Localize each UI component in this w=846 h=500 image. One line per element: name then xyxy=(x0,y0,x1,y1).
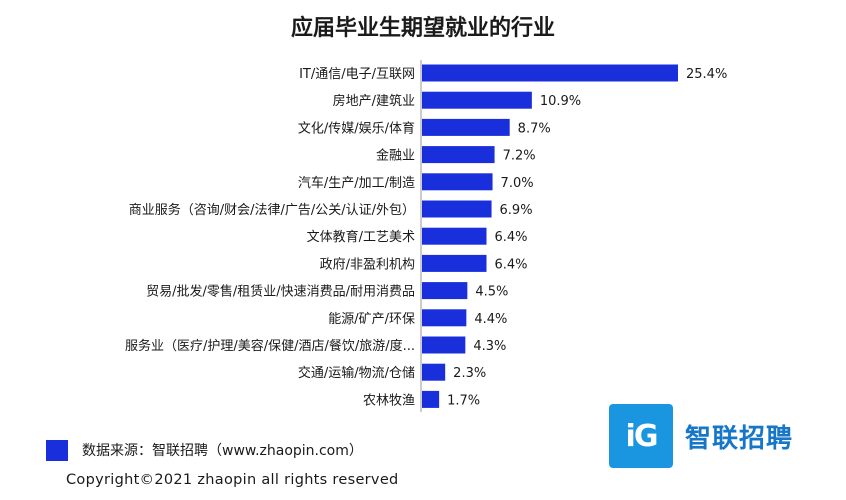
value-label: 6.9% xyxy=(500,203,533,218)
chart-title: 应届毕业生期望就业的行业 xyxy=(290,16,555,41)
bar xyxy=(422,282,468,300)
category-label: 汽车/生产/加工/制造 xyxy=(298,175,415,191)
bar xyxy=(422,309,467,327)
category-label: 金融业 xyxy=(376,148,415,164)
value-label: 4.4% xyxy=(474,312,507,327)
value-label: 4.3% xyxy=(473,339,506,354)
bar xyxy=(422,200,492,218)
bar xyxy=(422,390,440,408)
bars-group: IT/通信/电子/互联网 25.4% 房地产/建筑业 10.9% 文化/传媒/娱乐/体育… xyxy=(125,64,727,408)
value-label: 10.9% xyxy=(540,94,581,109)
bar xyxy=(422,118,510,136)
bar xyxy=(422,363,446,381)
bar xyxy=(422,64,678,82)
value-label: 6.4% xyxy=(495,230,528,245)
category-label: 能源/矿产/环保 xyxy=(328,312,415,327)
value-label: 1.7% xyxy=(447,393,480,408)
category-label: 服务业（医疗/护理/美容/保健/酒店/餐饮/旅游/度... xyxy=(125,338,415,354)
value-label: 4.5% xyxy=(475,285,508,300)
value-label: 25.4% xyxy=(686,67,727,82)
bar xyxy=(422,336,466,354)
bar-chart: IT/通信/电子/互联网 25.4% 房地产/建筑业 10.9% 文化/传媒/娱乐/体育… xyxy=(125,60,727,412)
logo-brand-text: 智联招聘 xyxy=(685,423,794,454)
bar xyxy=(422,91,532,109)
value-label: 8.7% xyxy=(518,121,551,136)
legend-swatch xyxy=(46,439,68,461)
value-label: 7.2% xyxy=(503,149,536,164)
zhaopin-logo: iG 智联招聘 xyxy=(609,404,793,468)
category-label: 文体教育/工艺美术 xyxy=(307,229,415,245)
category-label: IT/通信/电子/互联网 xyxy=(299,67,415,82)
category-label: 房地产/建筑业 xyxy=(333,93,415,109)
bar xyxy=(422,227,487,245)
category-label: 商业服务（咨询/财会/法律/广告/公关/认证/外包） xyxy=(129,202,415,218)
source-row: 数据来源：智联招聘（www.zhaopin.com） xyxy=(46,439,363,461)
value-label: 6.4% xyxy=(495,257,528,272)
value-label: 7.0% xyxy=(501,176,534,191)
bar xyxy=(422,173,493,191)
category-label: 交通/运输/物流/仓储 xyxy=(298,365,415,381)
zhaopin-logo-icon: iG xyxy=(609,404,673,468)
value-label: 2.3% xyxy=(453,366,486,381)
category-label: 贸易/批发/零售/租赁业/快速消费品/耐用消费品 xyxy=(146,284,415,300)
bar xyxy=(422,146,495,164)
source-text: 数据来源：智联招聘（www.zhaopin.com） xyxy=(82,443,363,459)
category-label: 政府/非盈利机构 xyxy=(320,257,415,272)
bar xyxy=(422,254,487,272)
category-label: 文化/传媒/娱乐/体育 xyxy=(298,120,415,136)
copyright-text: Copyright©2021 zhaopin all rights reserv… xyxy=(66,472,399,488)
category-label: 农林牧渔 xyxy=(363,393,415,408)
